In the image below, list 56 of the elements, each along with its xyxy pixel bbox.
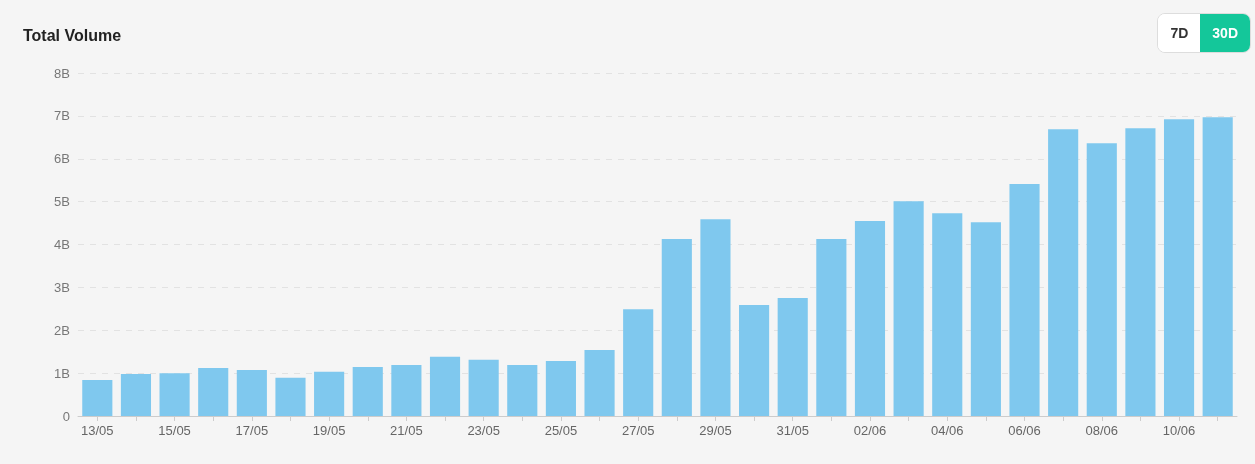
x-tick-label: 02/06 [853, 423, 887, 438]
x-tick-label: 31/05 [776, 423, 809, 438]
x-tick-label: 25/05 [544, 423, 578, 438]
x-tick-label: 29/05 [699, 423, 732, 438]
bar [816, 238, 847, 416]
bar [120, 373, 152, 416]
x-tick-label: 10/06 [1162, 423, 1196, 438]
bar [893, 201, 924, 416]
bar [623, 309, 654, 416]
bar [777, 298, 808, 416]
x-tick-label: 27/05 [621, 423, 655, 438]
range-toggle: 7D 30D [1157, 13, 1251, 53]
bar [1125, 128, 1156, 416]
y-tick-label: 2B [54, 322, 70, 338]
bar [970, 222, 1001, 416]
bar [236, 370, 267, 416]
bar [352, 367, 383, 416]
bar [1086, 143, 1117, 416]
y-tick-label: 4B [54, 237, 70, 252]
bar [1163, 119, 1195, 416]
y-tick-label: 6B [54, 151, 70, 167]
y-tick-label: 1B [54, 365, 70, 381]
y-tick-label: 7B [54, 108, 70, 124]
bar [545, 361, 576, 416]
bar [275, 377, 306, 416]
x-tick-label: 06/06 [1008, 423, 1041, 438]
y-tick-label: 0 [62, 408, 70, 424]
bar [507, 364, 538, 416]
y-tick-label: 3B [54, 279, 70, 295]
bar [584, 349, 615, 416]
y-tick-label: 8B [54, 65, 70, 81]
bar [1009, 184, 1040, 416]
bar [1048, 129, 1079, 416]
chart-title: Total Volume [23, 26, 122, 44]
x-tick-label: 13/05 [81, 423, 114, 438]
bar [429, 356, 461, 416]
bar [198, 367, 229, 416]
bar [468, 359, 499, 416]
x-tick-label: 19/05 [312, 423, 346, 438]
bar [159, 373, 190, 416]
x-tick-label: 23/05 [467, 423, 500, 438]
x-tick-label: 15/05 [158, 423, 191, 438]
x-tick-label: 21/05 [390, 423, 423, 438]
x-tick-label: 17/05 [235, 423, 269, 438]
bar [739, 304, 770, 416]
y-tick-label: 5B [54, 194, 70, 210]
bar [854, 220, 886, 416]
bar [700, 219, 731, 416]
bar [314, 371, 345, 416]
x-tick-label: 04/06 [930, 423, 964, 438]
bar [391, 364, 422, 416]
x-tick-label: 08/06 [1085, 423, 1119, 438]
bar [82, 379, 113, 416]
bar [932, 213, 963, 416]
bar [661, 238, 692, 416]
bar [1202, 117, 1233, 416]
